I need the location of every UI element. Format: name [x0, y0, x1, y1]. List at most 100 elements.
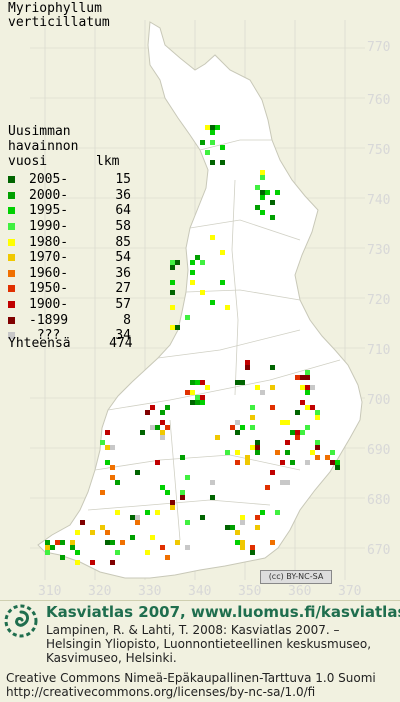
brand-link[interactable]: Kasviatlas 2007, www.luomus.fi/kasviatla…: [46, 603, 400, 621]
observation-square: [210, 235, 215, 240]
observation-square: [335, 465, 340, 470]
observation-square: [305, 370, 310, 375]
observation-square: [185, 545, 190, 550]
observation-square: [215, 125, 220, 130]
legend-swatch: [8, 223, 15, 231]
observation-square: [160, 430, 165, 435]
observation-square: [135, 515, 140, 520]
observation-square: [325, 455, 330, 460]
observation-square: [170, 325, 175, 330]
observation-square: [300, 400, 305, 405]
observation-square: [255, 515, 260, 520]
legend-swatch: [8, 238, 15, 246]
observation-square: [220, 250, 225, 255]
observation-square: [55, 540, 60, 545]
observation-square: [225, 525, 230, 530]
observation-square: [270, 215, 275, 220]
legend-row: 1990- 58: [8, 219, 131, 235]
observation-square: [190, 380, 195, 385]
observation-square: [330, 450, 335, 455]
legend-row: 1970- 54: [8, 250, 131, 266]
observation-square: [255, 205, 260, 210]
observation-square: [260, 170, 265, 175]
observation-square: [210, 130, 215, 135]
x-tick: 310: [38, 584, 62, 599]
observation-square: [305, 460, 310, 465]
y-tick: 690: [367, 443, 391, 458]
legend-row: -1899 8: [8, 312, 131, 328]
x-tick: 330: [138, 584, 162, 599]
legend-label: 1960-: [29, 265, 69, 281]
legend-header-line1: Uusimman: [8, 124, 71, 139]
observation-square: [170, 305, 175, 310]
legend-swatch: [8, 332, 15, 340]
observation-square: [200, 290, 205, 295]
y-tick: 730: [367, 243, 391, 258]
observation-square: [310, 450, 315, 455]
observation-square: [240, 540, 245, 545]
observation-square: [250, 415, 255, 420]
observation-square: [195, 400, 200, 405]
legend-header-year: vuosi: [8, 154, 48, 169]
citation-text: Lampinen, R. & Lahti, T. 2008: Kasviatla…: [46, 623, 372, 665]
observation-square: [195, 395, 200, 400]
legend-count: 58: [115, 219, 131, 235]
observation-square: [135, 470, 140, 475]
observation-square: [260, 190, 265, 195]
observation-square: [330, 460, 335, 465]
observation-square: [290, 430, 295, 435]
observation-square: [90, 530, 95, 535]
total-label: Yhteensä: [8, 336, 71, 351]
observation-square: [300, 430, 305, 435]
observation-square: [175, 325, 180, 330]
legend-swatch: [8, 285, 15, 293]
observation-square: [170, 505, 175, 510]
observation-square: [315, 410, 320, 415]
observation-square: [280, 460, 285, 465]
observation-square: [260, 510, 265, 515]
observation-square: [170, 290, 175, 295]
observation-square: [195, 380, 200, 385]
observation-square: [185, 390, 190, 395]
observation-square: [185, 315, 190, 320]
license-text: Creative Commons Nimeä-Epäkaupallinen-Ta…: [6, 671, 376, 699]
observation-square: [105, 530, 110, 535]
legend-row: 1900- 57: [8, 297, 131, 313]
observation-square: [275, 190, 280, 195]
legend-label: 1900-: [29, 297, 69, 313]
observation-square: [210, 125, 215, 130]
observation-square: [310, 405, 315, 410]
species-genus: Myriophyllum: [8, 1, 102, 16]
legend-swatch: [8, 301, 15, 309]
observation-square: [270, 385, 275, 390]
observation-square: [315, 455, 320, 460]
observation-square: [105, 540, 110, 545]
legend-row: 1960- 36: [8, 266, 131, 282]
observation-square: [270, 470, 275, 475]
legend-row: 1980- 85: [8, 234, 131, 250]
cc-license-badge[interactable]: (cc) BY-NC-SA: [260, 570, 332, 584]
observation-square: [105, 460, 110, 465]
y-tick: 670: [367, 543, 391, 558]
legend-count: 15: [115, 172, 131, 188]
observation-square: [145, 510, 150, 515]
observation-square: [190, 270, 195, 275]
legend-swatch: [8, 176, 15, 184]
legend-label: 1990-: [29, 219, 69, 235]
observation-square: [210, 300, 215, 305]
observation-square: [50, 545, 55, 550]
observation-square: [100, 490, 105, 495]
observation-square: [110, 465, 115, 470]
observation-square: [205, 385, 210, 390]
observation-square: [150, 425, 155, 430]
observation-square: [60, 555, 65, 560]
observation-square: [260, 175, 265, 180]
observation-square: [110, 445, 115, 450]
observation-square: [280, 420, 285, 425]
observation-square: [120, 540, 125, 545]
legend-count: 57: [115, 297, 131, 313]
legend-swatch: [8, 316, 15, 324]
observation-square: [270, 200, 275, 205]
observation-square: [265, 190, 270, 195]
observation-square: [300, 375, 305, 380]
